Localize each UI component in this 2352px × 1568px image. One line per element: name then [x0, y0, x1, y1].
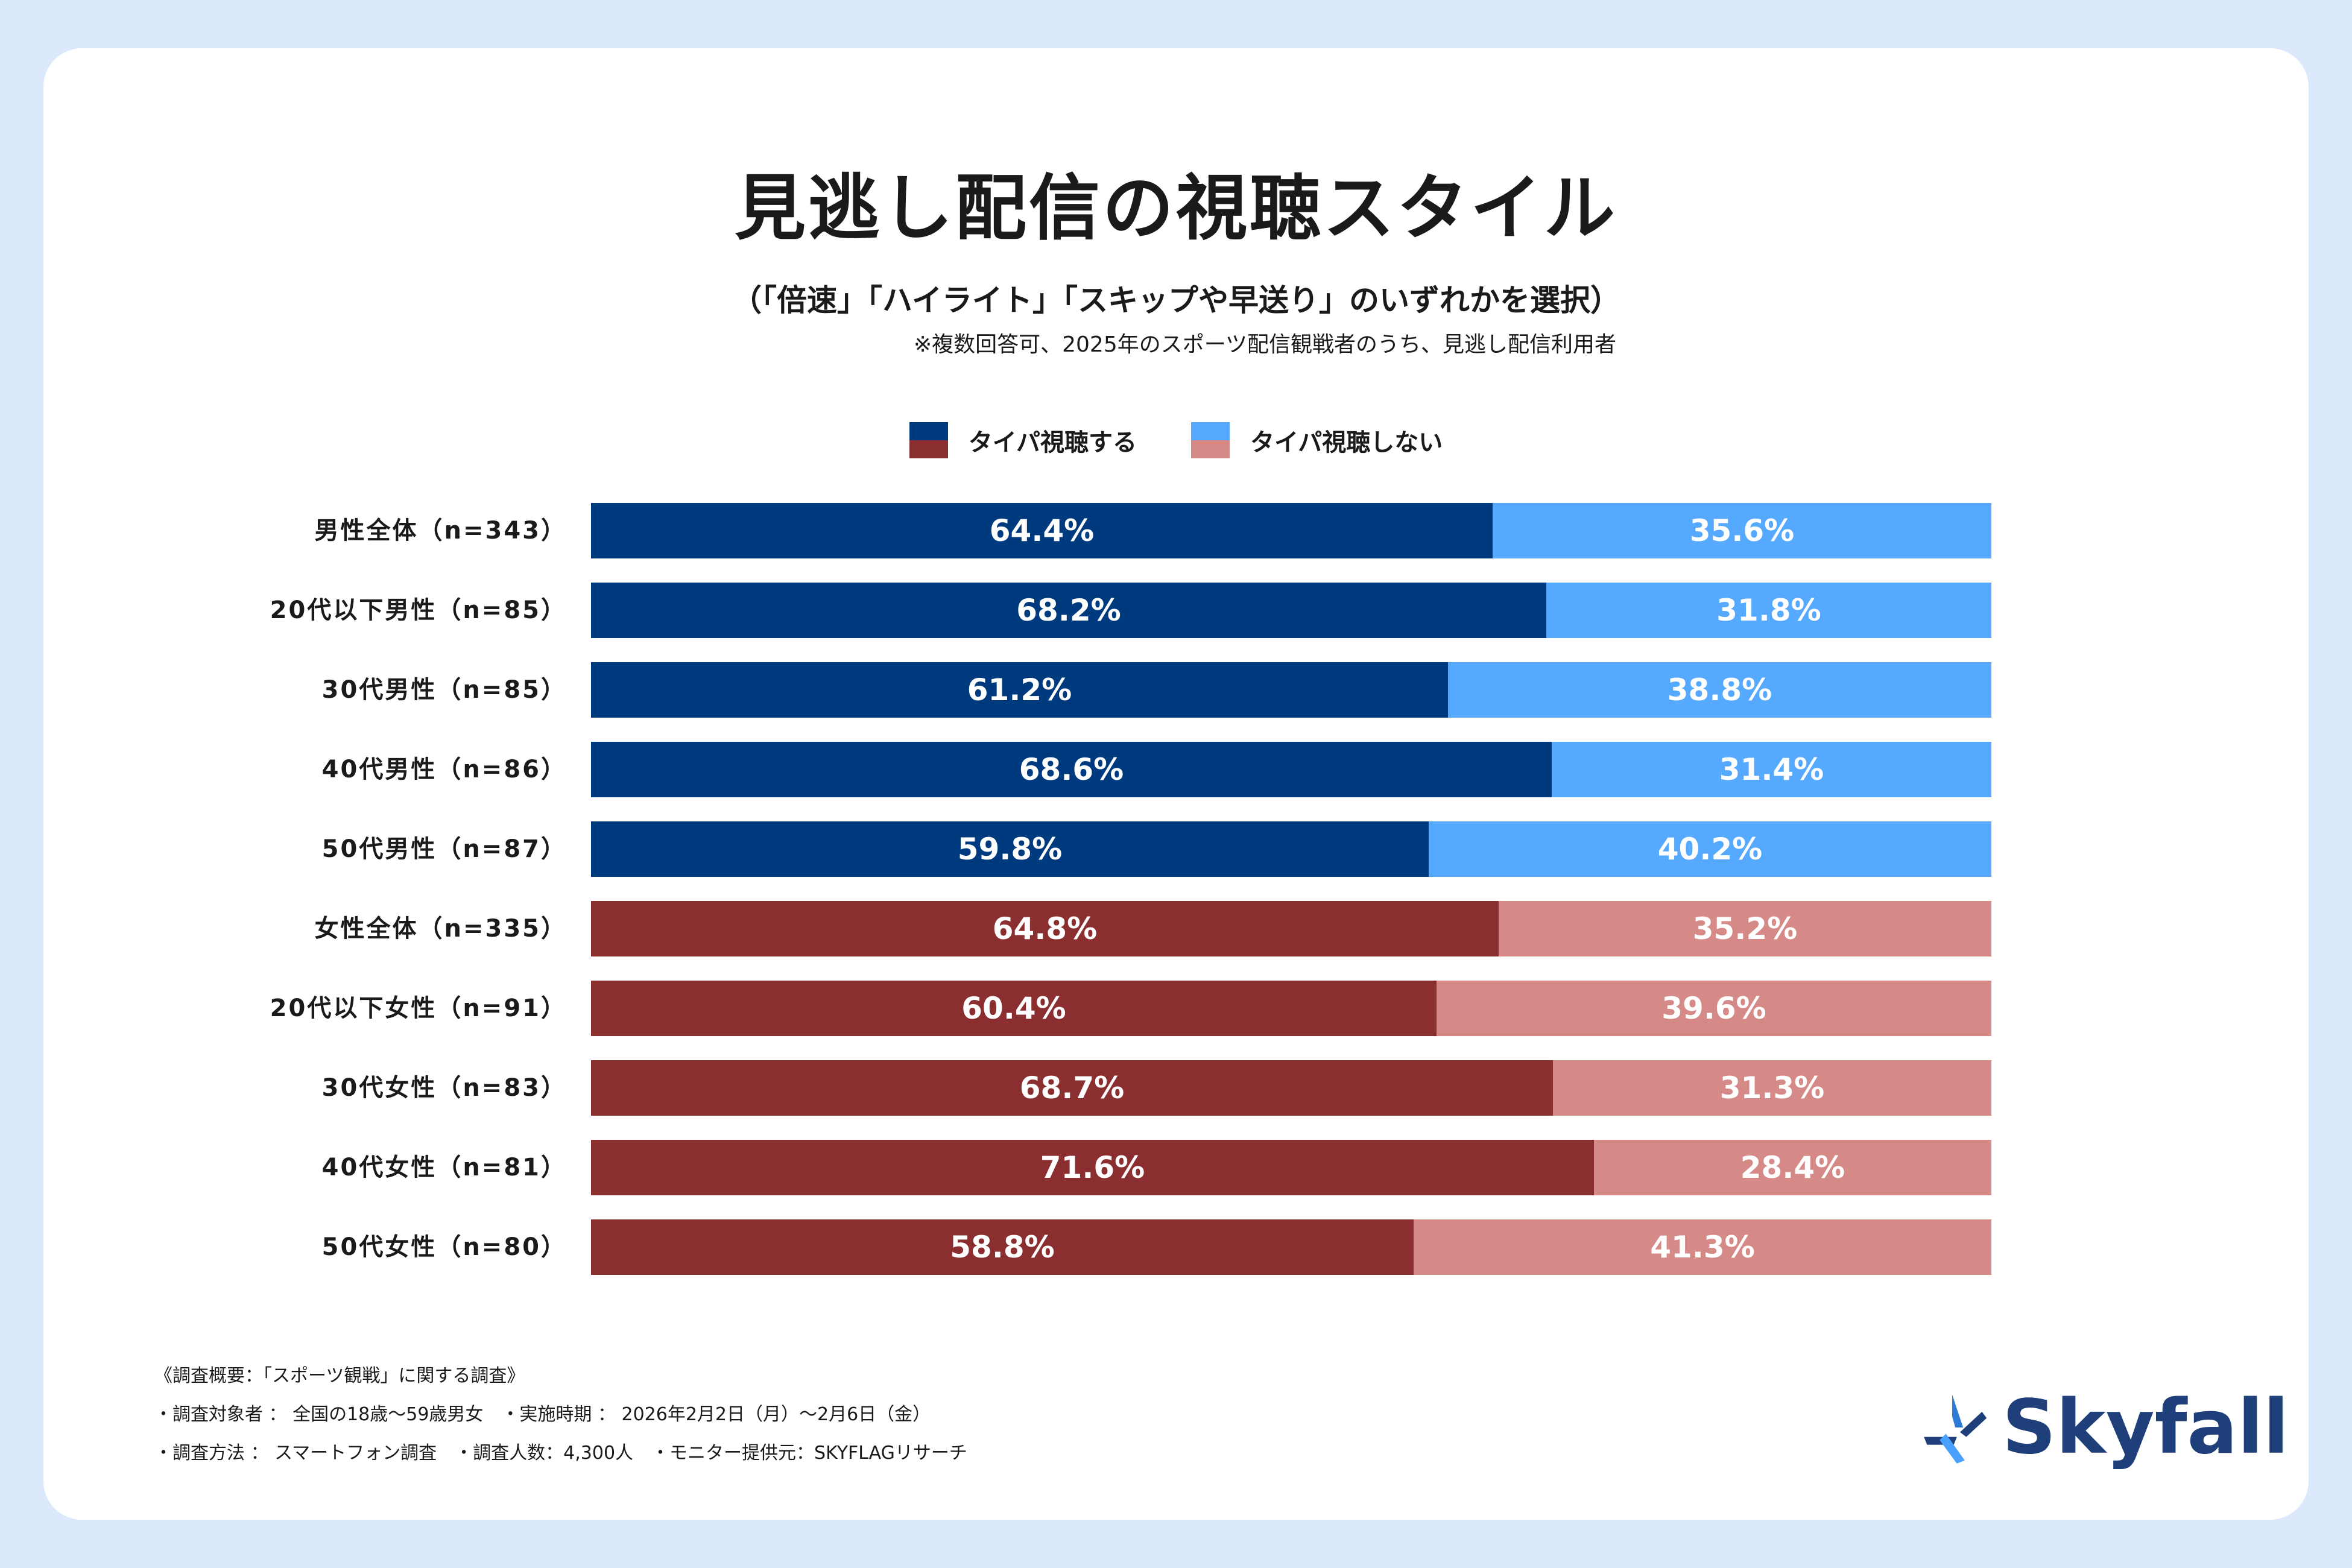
bar-segment-yes: 64.4% — [591, 503, 1493, 558]
bar-segment-yes: 68.2% — [591, 583, 1546, 638]
category-label: 女性全体（n=335） — [314, 915, 567, 943]
chart-note: ※複数回答可、2025年のスポーツ配信観戦者のうち、見逃し配信利用者 — [913, 332, 1616, 357]
chart-subtitle: （「倍速」「ハイライト」「スキップや早送り」のいずれかを選択） — [732, 283, 1620, 318]
bar-segment-no: 31.4% — [1552, 742, 1991, 797]
legend-item-no: タイパ視聴しない — [1191, 422, 1443, 458]
legend-swatch-no — [1191, 422, 1230, 458]
bar-segment-yes: 58.8% — [591, 1219, 1414, 1275]
bar-segment-no: 35.2% — [1499, 901, 1991, 956]
legend: タイパ視聴する タイパ視聴しない — [43, 422, 2309, 458]
title-wrap: 見逃し配信の視聴スタイル — [43, 163, 2309, 253]
legend-label-no: タイパ視聴しない — [1250, 429, 1443, 457]
category-label: 50代女性（n=80） — [321, 1233, 567, 1261]
bar-segment-no: 31.3% — [1553, 1060, 1991, 1116]
legend-item-yes: タイパ視聴する — [909, 422, 1137, 458]
legend-swatch-no-male — [1191, 422, 1230, 440]
chart-title-text: 見逃し配信の視聴スタイル — [734, 166, 1617, 250]
category-label: 20代以下男性（n=85） — [270, 596, 567, 624]
category-label: 30代女性（n=83） — [321, 1074, 567, 1102]
category-label: 20代以下女性（n=91） — [270, 994, 567, 1022]
footer-line-2: ・調査対象者 ： 全国の18歳〜59歳男女 ・実施時期 ： 2026年2月2日（… — [154, 1404, 931, 1425]
bar-segment-no: 41.3% — [1414, 1219, 1991, 1275]
bar-segment-no: 28.4% — [1594, 1140, 1991, 1195]
bar-segment-yes: 68.7% — [591, 1060, 1553, 1116]
skyfall-logo-icon — [1924, 1394, 1987, 1464]
bar-segment-no: 31.8% — [1546, 583, 1991, 638]
legend-swatch-no-female — [1191, 440, 1230, 458]
bar-segment-yes: 68.6% — [591, 742, 1552, 797]
legend-swatch-yes — [909, 422, 948, 458]
bar-segment-yes: 60.4% — [591, 981, 1437, 1036]
bar-segment-no: 35.6% — [1493, 503, 1991, 558]
category-label: 男性全体（n=343） — [314, 517, 567, 545]
bar-segment-yes: 71.6% — [591, 1140, 1594, 1195]
bar-segment-yes: 61.2% — [591, 662, 1448, 718]
legend-swatch-yes-female — [909, 440, 948, 458]
bar-segment-yes: 64.8% — [591, 901, 1499, 956]
skyfall-logo: Skyfall — [1913, 1384, 2289, 1471]
footer-line-3: ・調査方法 ： スマートフォン調査 ・調査人数：4,300人 ・モニター提供元：… — [154, 1443, 967, 1464]
legend-swatch-yes-male — [909, 422, 948, 440]
chart-card: 見逃し配信の視聴スタイル （「倍速」「ハイライト」「スキップや早送り」のいずれか… — [43, 48, 2309, 1520]
category-label: 50代男性（n=87） — [321, 835, 567, 863]
bar-segment-no: 39.6% — [1437, 981, 1991, 1036]
bar-segment-no: 38.8% — [1448, 662, 1991, 718]
category-label: 40代女性（n=81） — [321, 1154, 567, 1181]
footer-line-1: 《調査概要：「スポーツ観戦」に関する調査》 — [154, 1365, 525, 1386]
legend-label-yes: タイパ視聴する — [968, 429, 1137, 457]
category-label: 30代男性（n=85） — [321, 676, 567, 704]
bar-segment-yes: 59.8% — [591, 821, 1429, 877]
bar-segment-no: 40.2% — [1429, 821, 1991, 877]
skyfall-logo-text: Skyfall — [2002, 1384, 2289, 1471]
survey-footer: 《調査概要：「スポーツ観戦」に関する調査》 ・調査対象者 ： 全国の18歳〜59… — [154, 1357, 967, 1473]
category-label: 40代男性（n=86） — [321, 756, 567, 783]
chart-title: 見逃し配信の視聴スタイル — [726, 163, 1626, 253]
